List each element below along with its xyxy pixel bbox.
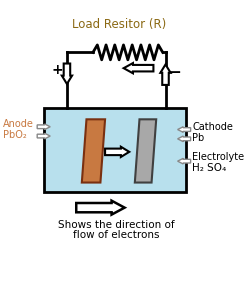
Text: Shows the direction of: Shows the direction of bbox=[58, 220, 174, 230]
FancyArrow shape bbox=[177, 127, 190, 132]
Text: Electrolyte: Electrolyte bbox=[192, 152, 244, 161]
FancyBboxPatch shape bbox=[44, 108, 185, 192]
FancyArrow shape bbox=[160, 64, 170, 85]
Text: flow of electrons: flow of electrons bbox=[73, 230, 159, 240]
FancyArrow shape bbox=[37, 133, 50, 139]
FancyArrow shape bbox=[62, 64, 72, 84]
FancyArrow shape bbox=[177, 158, 190, 164]
FancyArrow shape bbox=[37, 124, 50, 130]
FancyArrow shape bbox=[76, 201, 124, 214]
Text: H₂ SO₄: H₂ SO₄ bbox=[192, 163, 226, 173]
Text: PbO₂: PbO₂ bbox=[3, 130, 26, 140]
Polygon shape bbox=[134, 119, 156, 182]
FancyArrow shape bbox=[123, 63, 153, 73]
Text: −: − bbox=[168, 65, 180, 80]
Text: Cathode: Cathode bbox=[192, 122, 232, 132]
Text: Anode: Anode bbox=[3, 119, 34, 129]
Polygon shape bbox=[82, 119, 105, 182]
FancyArrow shape bbox=[177, 136, 190, 142]
Text: Pb: Pb bbox=[192, 133, 204, 143]
Text: Load Resitor (R): Load Resitor (R) bbox=[72, 18, 166, 31]
FancyArrow shape bbox=[105, 147, 129, 157]
Text: +: + bbox=[52, 63, 63, 77]
